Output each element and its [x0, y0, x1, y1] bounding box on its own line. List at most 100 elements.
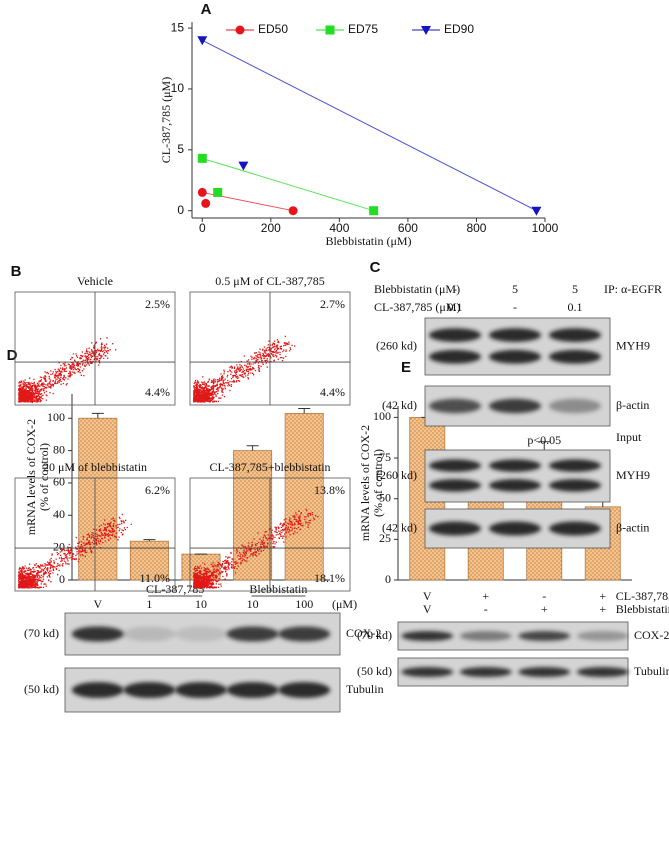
marker [288, 206, 298, 216]
treatment-value: 0.1 [568, 300, 583, 314]
condition-value: V [423, 602, 432, 616]
plot-title: Vehicle [77, 274, 113, 288]
y-tick-label: 10 [171, 81, 185, 95]
blot-heading: Input [616, 430, 642, 444]
x-tick-label: 10 [195, 597, 207, 611]
y-axis-label: (% of control) [37, 443, 51, 511]
quadrant-percent: 18.1% [314, 571, 345, 585]
blot-band [489, 459, 541, 472]
y-tick-label: 100 [47, 410, 65, 424]
blot-band [489, 328, 541, 342]
blot-band [226, 682, 279, 698]
y-tick-label: 40 [53, 507, 65, 521]
y-tick-label: 0 [59, 572, 65, 586]
annotation: p<0.05 [527, 433, 561, 447]
error-bar [143, 539, 156, 542]
marker [369, 206, 379, 216]
blot-band [401, 666, 454, 678]
ip-label: IP: α-EGFR [604, 282, 662, 296]
marker [213, 187, 223, 197]
x-axis-label: Blebbistatin (μM) [325, 234, 411, 248]
blot-band [459, 666, 512, 678]
event-dots [193, 508, 319, 589]
blot-name: β-actin [616, 398, 649, 412]
y-axis-label: mRNA levels of COX-2 [358, 425, 372, 541]
x-tick-label: 200 [261, 221, 281, 235]
y-tick-label: 60 [53, 475, 65, 489]
blot-band [429, 479, 481, 492]
treatment-value: 0.1 [448, 300, 463, 314]
error-bar [91, 412, 104, 419]
treatment-value: - [453, 282, 457, 296]
condition-value: + [541, 602, 548, 616]
blot-name: MYH9 [616, 338, 650, 352]
condition-value: V [423, 589, 432, 603]
group-label: Blebbistatin [249, 582, 307, 596]
y-tick-label: 5 [177, 142, 184, 156]
blot-band [123, 682, 176, 698]
blot-band [518, 630, 571, 642]
plot-title: 0.5 μM of CL-387,785 [215, 274, 324, 288]
y-axis-label: mRNA levels of COX-2 [24, 419, 38, 535]
marker [531, 206, 542, 216]
blot-band [401, 630, 454, 642]
legend-label: ED90 [444, 22, 474, 36]
blot-size: (42 kd) [382, 520, 417, 534]
condition-value: - [542, 589, 546, 603]
bar [78, 417, 118, 581]
x-tick-label: 100 [295, 597, 313, 611]
plot-title: CL-387,785+blebbistatin [209, 460, 330, 474]
x-tick-label: V [93, 597, 102, 611]
quadrant-percent: 13.8% [314, 483, 345, 497]
plot-title: 20 μM of blebbistatin [43, 460, 147, 474]
legend-marker [421, 26, 431, 35]
blot-band [71, 682, 124, 698]
blot-name: β-actin [616, 520, 649, 534]
condition-name: Blebbistatin [616, 602, 669, 616]
blot-size: (70 kd) [357, 628, 392, 642]
blot-band [278, 626, 331, 642]
y-tick-label: 0 [177, 203, 184, 217]
blot-size: (50 kd) [357, 664, 392, 678]
blot-band [429, 328, 481, 342]
blot-band [549, 328, 601, 342]
blot-band [489, 349, 541, 364]
treatment-name: Blebbistatin (μM) [374, 282, 460, 296]
blot-band [123, 626, 176, 642]
blot-band [489, 479, 541, 492]
panel-letter: B [11, 263, 22, 280]
blot-band [549, 521, 601, 536]
condition-name: CL-387,785 [616, 589, 669, 603]
x-tick-label: 1000 [532, 221, 559, 235]
legend-marker [235, 25, 245, 35]
y-tick-label: 80 [53, 442, 65, 456]
blot-band [429, 349, 481, 364]
blot-band [489, 521, 541, 536]
marker [197, 36, 208, 46]
legend-label: ED50 [258, 22, 288, 36]
bar [129, 540, 169, 581]
blot-band [549, 398, 601, 414]
treatment-value: 5 [512, 282, 518, 296]
blot-size: (70 kd) [24, 626, 59, 640]
y-tick-label: 75 [379, 450, 391, 464]
y-tick-label: 50 [379, 490, 391, 504]
blot-band [549, 459, 601, 472]
condition-value: + [482, 589, 489, 603]
event-dots [18, 513, 132, 589]
blot-band [429, 459, 481, 472]
blot-band [576, 666, 629, 678]
event-dots [193, 335, 296, 403]
blot-band [429, 521, 481, 536]
y-tick-label: 20 [53, 539, 65, 553]
y-axis-label: CL-387,785 (μM) [159, 77, 173, 163]
blot-band [175, 682, 227, 698]
quadrant-percent: 11.0% [139, 571, 170, 585]
marker [197, 153, 207, 163]
blot-strip [424, 317, 611, 376]
isobole-line [202, 39, 537, 212]
marker [238, 161, 249, 171]
blot-band [429, 398, 481, 414]
blot-name: Tubulin [634, 664, 669, 678]
